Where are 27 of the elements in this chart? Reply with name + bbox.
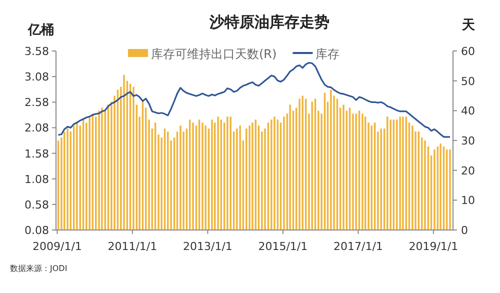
x-tick-label: 2009/1/1 [32, 240, 82, 253]
legend-label: 库存可维持出口天数(R) [151, 47, 277, 61]
x-tick-label: 2011/1/1 [108, 240, 158, 253]
x-tick-label: 2015/1/1 [258, 240, 308, 253]
y2-tick-label: 30 [461, 134, 475, 148]
y-tick-label: 2.08 [24, 122, 49, 135]
legend-label: 库存 [316, 47, 340, 61]
y2-tick-label: 20 [461, 164, 475, 178]
y2-tick-label: 60 [461, 45, 475, 58]
y-tick-label: 0.08 [24, 224, 49, 237]
x-tick-label: 2013/1/1 [183, 240, 232, 253]
chart-title: 沙特原油库存走势 [208, 13, 330, 31]
y-tick-label: 2.58 [24, 96, 49, 110]
y2-axis-title: 天 [461, 18, 476, 33]
x-tick-label: 2019/1/1 [408, 240, 458, 253]
x-tick-label: 2017/1/1 [334, 240, 383, 253]
source-note: 数据来源：JODI [10, 264, 68, 273]
y-tick-label: 1.08 [24, 172, 49, 186]
y-axis-title: 亿桶 [27, 23, 54, 38]
y2-tick-label: 0 [461, 224, 468, 237]
y2-tick-label: 40 [461, 104, 475, 118]
y-tick-label: 3.08 [24, 70, 49, 84]
y2-tick-label: 10 [461, 194, 475, 208]
y2-tick-label: 50 [461, 74, 475, 88]
y-tick-label: 1.58 [24, 147, 49, 160]
y-tick-label: 0.58 [24, 198, 49, 212]
y-tick-label: 3.58 [24, 45, 49, 58]
